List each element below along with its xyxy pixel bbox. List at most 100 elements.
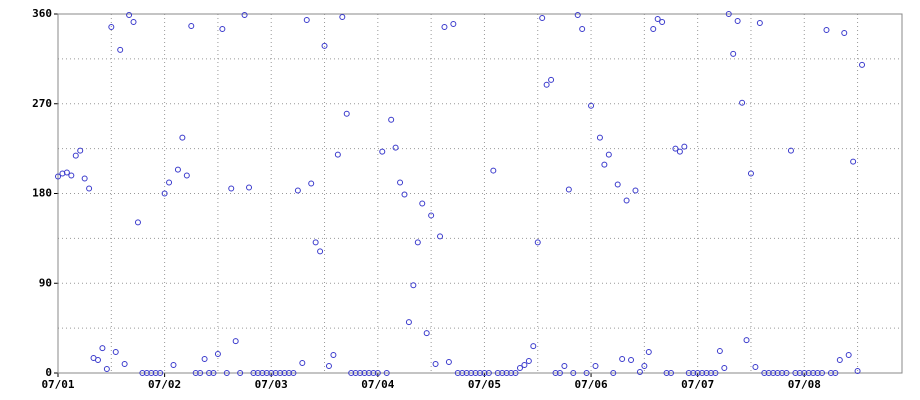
point: [374, 370, 381, 376]
y-tick-label: 0: [45, 366, 52, 379]
point: [810, 370, 817, 376]
y-tick-label: 180: [32, 187, 52, 200]
point: [68, 172, 75, 179]
point: [241, 11, 248, 18]
y-tick-label: 90: [39, 276, 52, 289]
point: [294, 187, 301, 194]
point: [654, 15, 661, 22]
point: [392, 144, 399, 151]
point: [108, 23, 115, 30]
point: [543, 81, 550, 88]
point: [645, 349, 652, 356]
point: [121, 361, 128, 368]
point: [77, 147, 84, 154]
point: [459, 370, 466, 376]
point: [805, 370, 812, 376]
point: [614, 181, 621, 188]
point: [437, 233, 444, 240]
point: [499, 370, 506, 376]
point: [796, 370, 803, 376]
point: [503, 370, 510, 376]
point: [192, 370, 199, 376]
point: [99, 345, 106, 352]
point: [725, 11, 732, 17]
point: [716, 348, 723, 355]
point: [210, 370, 217, 376]
point: [592, 363, 599, 370]
x-tick-label: 07/05: [468, 378, 501, 391]
x-tick-label: 07/03: [255, 378, 288, 391]
point: [561, 363, 568, 370]
point: [232, 338, 239, 345]
point: [588, 102, 595, 109]
point: [641, 363, 648, 370]
point: [521, 362, 528, 369]
point: [672, 145, 679, 152]
point: [770, 370, 777, 376]
point: [170, 362, 177, 369]
point: [179, 134, 186, 141]
y-tick-label: 360: [32, 7, 52, 20]
point: [343, 110, 350, 117]
point: [201, 356, 208, 363]
point: [650, 25, 657, 32]
point: [361, 370, 368, 376]
point: [481, 370, 488, 376]
point: [832, 370, 839, 376]
point: [197, 370, 204, 376]
point: [401, 191, 408, 198]
point: [512, 370, 519, 376]
point: [694, 370, 701, 376]
point: [827, 370, 834, 376]
point: [334, 151, 341, 158]
point: [450, 20, 457, 27]
x-tick-label: 07/02: [148, 378, 181, 391]
point: [308, 180, 315, 187]
point: [214, 351, 221, 358]
point: [423, 330, 430, 337]
point: [188, 22, 195, 29]
point: [859, 61, 866, 68]
point: [370, 370, 377, 376]
point: [792, 370, 799, 376]
point: [779, 370, 786, 376]
point: [130, 18, 137, 25]
point: [676, 148, 683, 155]
point: [707, 370, 714, 376]
point: [223, 370, 230, 376]
point: [685, 370, 692, 376]
point: [312, 239, 319, 246]
point: [836, 357, 843, 364]
point: [339, 13, 346, 20]
point: [357, 370, 364, 376]
point: [299, 360, 306, 367]
point: [605, 151, 612, 158]
point: [321, 42, 328, 49]
point: [756, 19, 763, 26]
point: [428, 212, 435, 219]
point: [126, 11, 133, 18]
point: [183, 172, 190, 179]
point: [730, 50, 737, 57]
point: [850, 158, 857, 165]
point: [490, 167, 497, 174]
point: [134, 219, 141, 226]
point: [774, 370, 781, 376]
point: [610, 370, 617, 376]
point: [55, 173, 61, 180]
point: [157, 370, 164, 376]
point: [743, 337, 750, 344]
point: [539, 14, 546, 21]
point: [477, 370, 483, 376]
point: [636, 369, 643, 376]
point: [166, 179, 173, 186]
point: [117, 46, 124, 53]
point: [206, 370, 213, 376]
x-tick-label: 07/08: [788, 378, 821, 391]
point: [379, 148, 386, 155]
point: [601, 161, 608, 168]
point: [263, 370, 270, 376]
point: [152, 370, 159, 376]
point: [317, 248, 324, 255]
